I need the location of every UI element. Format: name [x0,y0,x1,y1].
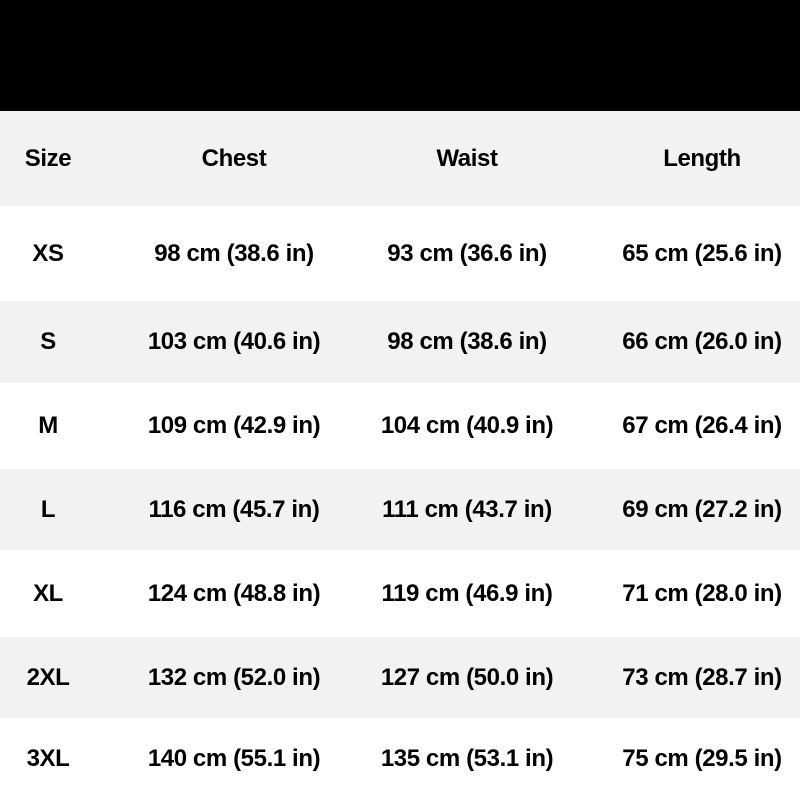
measurement-cell: 132 cm (52.0 in) [147,663,321,691]
measurement-cell: 109 cm (42.9 in) [147,412,321,439]
table-row: 3XL 140 cm (55.1 in) 135 cm (53.1 in) 75 cm… [0,718,800,800]
measurement-cell: 69 cm (27.2 in) [622,495,782,523]
measurement-cell: 65 cm (25.6 in) [622,239,782,267]
measurement-cell: 119 cm (46.9 in) [381,579,553,607]
size-label: L [40,495,56,523]
measurement-cell: 73 cm (28.7 in) [622,663,782,691]
measurement-cell: 93 cm (36.6 in) [387,239,547,267]
column-header: Waist [436,144,498,172]
table-row: S 103 cm (40.6 in) 98 cm (38.6 in) 66 cm (2… [0,301,800,383]
top-banner [0,0,800,111]
table-row: 2XL 132 cm (52.0 in) 127 cm (50.0 in) 73 cm… [0,637,800,718]
measurement-cell: 127 cm (50.0 in) [380,663,554,691]
size-label: XS [32,239,64,267]
measurement-cell: 98 cm (38.6 in) [154,239,314,267]
measurement-cell: 116 cm (45.7 in) [148,495,320,523]
measurement-cell: 111 cm (43.7 in) [382,495,552,523]
size-label: S [40,328,56,355]
size-label: 3XL [26,745,70,772]
size-label: M [38,412,58,439]
measurement-cell: 104 cm (40.9 in) [380,412,554,439]
measurement-cell: 67 cm (26.4 in) [622,412,782,439]
measurement-cell: 71 cm (28.0 in) [622,579,782,607]
table-row: XL 124 cm (48.8 in) 119 cm (46.9 in) 71 cm … [0,550,800,637]
measurement-cell: 103 cm (40.6 in) [147,328,321,355]
measurement-cell: 66 cm (26.0 in) [622,328,782,355]
column-header: Size [24,144,72,172]
size-label: 2XL [26,663,70,691]
measurement-cell: 98 cm (38.6 in) [387,328,547,355]
table-row: M 109 cm (42.9 in) 104 cm (40.9 in) 67 cm (… [0,383,800,469]
column-header: Chest [201,144,267,172]
column-header: Length [663,144,741,172]
measurement-cell: 135 cm (53.1 in) [380,745,554,772]
measurement-cell: 140 cm (55.1 in) [147,745,321,772]
size-label: XL [33,579,63,607]
table-header-row: Size Chest Waist Length [0,111,800,206]
table-row: L 116 cm (45.7 in) 111 cm (43.7 in) 69 cm (… [0,469,800,550]
table-row: XS 98 cm (38.6 in) 93 cm (36.6 in) 65 cm (2… [0,206,800,301]
measurement-cell: 75 cm (29.5 in) [622,745,782,772]
measurement-cell: 124 cm (48.8 in) [147,579,321,607]
